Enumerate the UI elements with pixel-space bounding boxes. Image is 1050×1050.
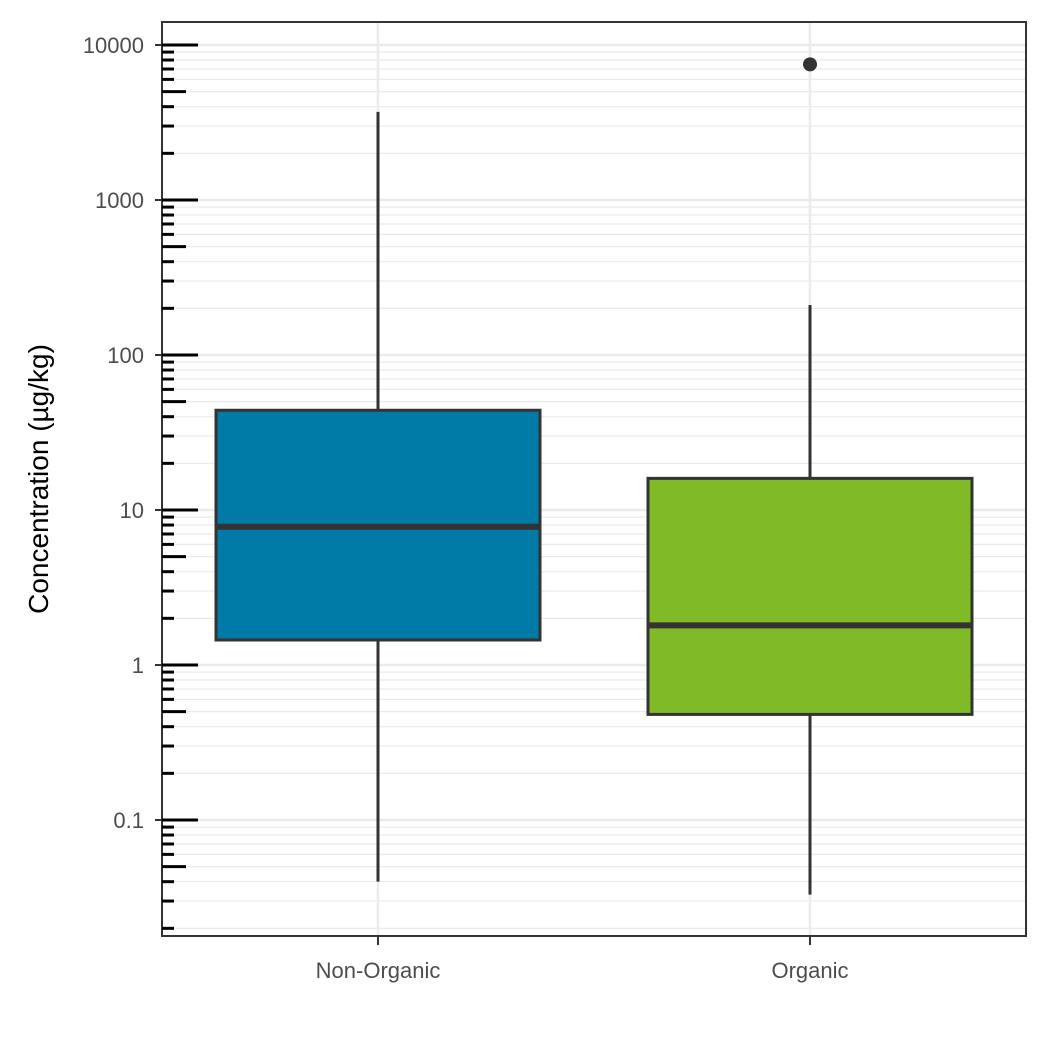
panel-border [161,21,1027,937]
x-tick-label: Non-Organic [316,958,441,983]
outlier-point [803,57,817,72]
y-tick-label: 0.1 [113,808,144,833]
y-tick-label: 100 [107,343,144,368]
y-tick-label: 1 [132,653,144,678]
y-tick-label: 1000 [95,188,144,213]
y-tick-label: 10 [120,498,144,523]
y-axis-title: Concentration (µg/kg) [23,344,54,614]
box-layer [214,57,974,895]
axis-layer: 0.1 1 10 100 1000 10000 Non-Organic Organic [83,33,849,983]
y-tick-label: 10000 [83,33,144,58]
x-tick-label: Organic [771,958,848,983]
box-organic [646,476,974,716]
